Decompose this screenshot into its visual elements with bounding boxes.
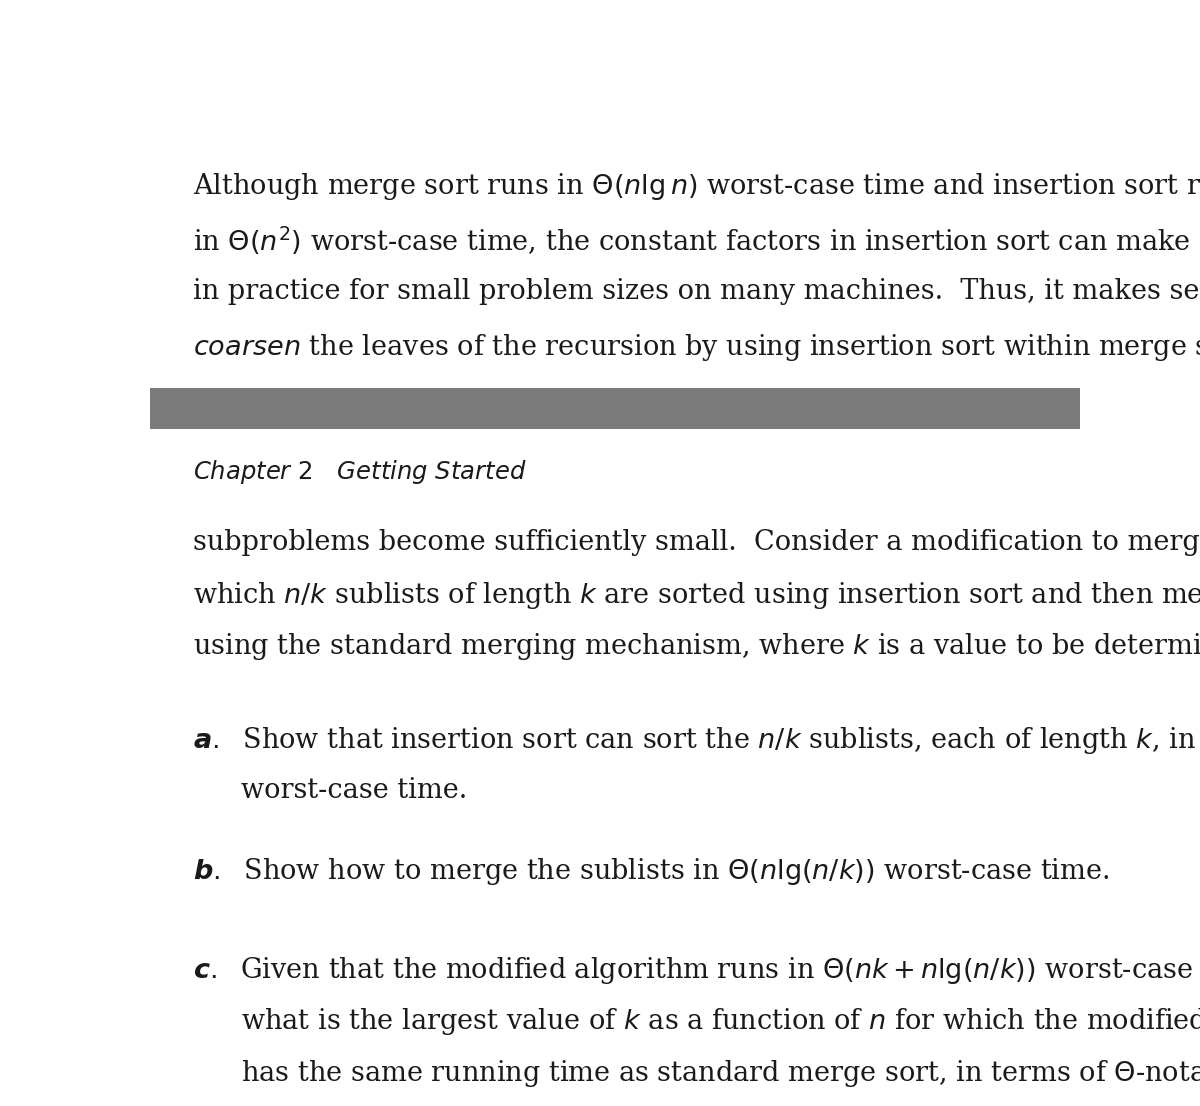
Text: $\it{Chapter\ 2 \quad Getting\ Started}$: $\it{Chapter\ 2 \quad Getting\ Started}$ (193, 458, 527, 486)
Text: subproblems become sufficiently small.  Consider a modification to merge sort in: subproblems become sufficiently small. C… (193, 529, 1200, 555)
Text: in $\Theta(n^2)$ worst-case time, the constant factors in insertion sort can mak: in $\Theta(n^2)$ worst-case time, the co… (193, 225, 1200, 258)
Text: has the same running time as standard merge sort, in terms of $\Theta$-notation?: has the same running time as standard me… (241, 1057, 1200, 1088)
Text: worst-case time.: worst-case time. (241, 776, 467, 804)
Text: in practice for small problem sizes on many machines.  Thus, it makes sense to: in practice for small problem sizes on m… (193, 279, 1200, 305)
Text: $\boldsymbol{c.}$  Given that the modified algorithm runs in $\Theta(nk+n\lg(n/k: $\boldsymbol{c.}$ Given that the modifie… (193, 956, 1200, 987)
Text: using the standard merging mechanism, where $k$ is a value to be determined.: using the standard merging mechanism, wh… (193, 630, 1200, 661)
Text: Although merge sort runs in $\Theta(n\lg n)$ worst-case time and insertion sort : Although merge sort runs in $\Theta(n\lg… (193, 171, 1200, 202)
Text: $\boldsymbol{a.}$  Show that insertion sort can sort the $n/k$ sublists, each of: $\boldsymbol{a.}$ Show that insertion so… (193, 726, 1200, 757)
Text: which $n/k$ sublists of length $k$ are sorted using insertion sort and then merg: which $n/k$ sublists of length $k$ are s… (193, 580, 1200, 611)
Bar (150, 388, 1080, 429)
Text: what is the largest value of $k$ as a function of $n$ for which the modified alg: what is the largest value of $k$ as a fu… (241, 1006, 1200, 1037)
Text: $\boldsymbol{b.}$  Show how to merge the sublists in $\Theta(n\lg(n/k))$ worst-c: $\boldsymbol{b.}$ Show how to merge the … (193, 856, 1109, 887)
Text: $\bf{\it{coarsen}}$ the leaves of the recursion by using insertion sort within m: $\bf{\it{coarsen}}$ the leaves of the re… (193, 332, 1200, 363)
